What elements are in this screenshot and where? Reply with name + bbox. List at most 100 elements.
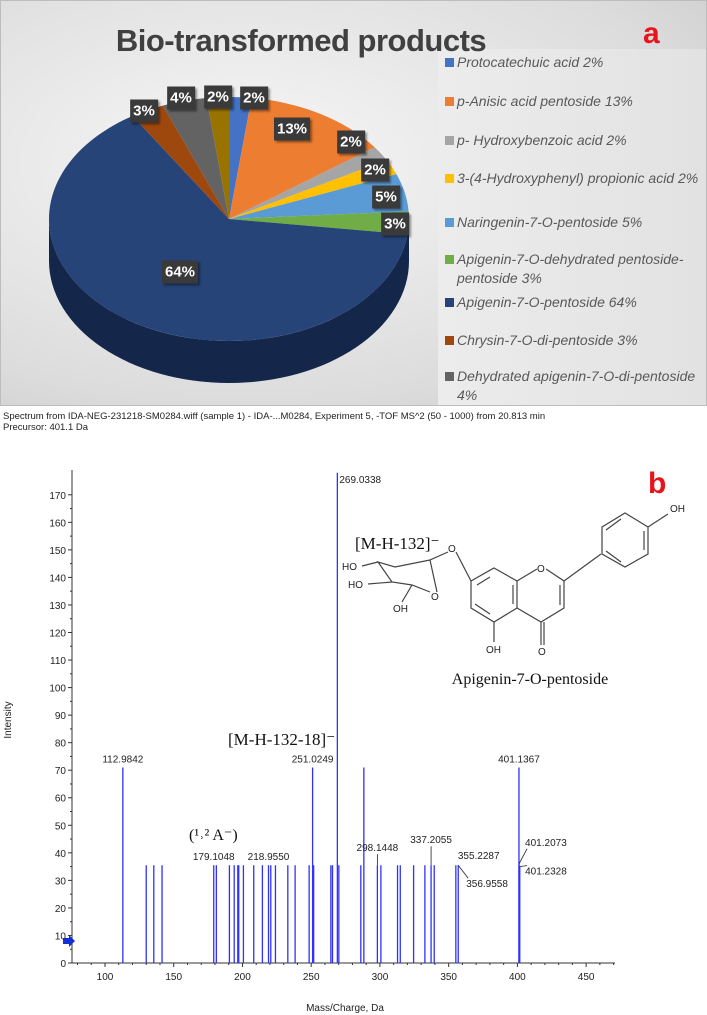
compound-name: Apigenin-7-O-pentoside: [452, 671, 608, 688]
label-leader-line: [519, 865, 528, 868]
x-tick-label: 150: [165, 972, 182, 983]
legend-swatch: [445, 218, 454, 227]
legend-swatch: [445, 372, 454, 381]
legend-label: Apigenin-7-O-pentoside 64%: [457, 294, 637, 310]
x-tick-label: 200: [234, 972, 251, 983]
x-tick-label: 250: [303, 972, 320, 983]
pie-slice: [229, 211, 409, 235]
y-tick-label: 30: [55, 876, 67, 887]
y-tick-label: 0: [60, 959, 66, 970]
pie-chart: [48, 97, 409, 383]
atom-o-ring: O: [537, 564, 545, 575]
pie-data-label: 13%: [273, 117, 311, 141]
peak-label: 337.2055: [410, 835, 452, 846]
y-tick-label: 140: [49, 573, 66, 584]
y-tick-label: 160: [49, 518, 66, 529]
legend-item: p- Hydroxybenzoic acid 2%: [445, 131, 705, 150]
chart-title: Bio-transformed products: [115, 23, 487, 58]
pie-slice: [132, 105, 229, 219]
peak-label: 269.0338: [339, 475, 381, 486]
pie-data-label: 4%: [167, 86, 195, 110]
y-tick-label: 130: [49, 601, 66, 612]
annotation-m-h-132: [M-H-132]⁻: [355, 534, 440, 553]
atom-o-carbonyl: O: [538, 647, 546, 658]
y-tick-label: 110: [50, 656, 66, 667]
peak-label: 356.9558: [466, 879, 508, 890]
legend-swatch: [445, 336, 454, 345]
pie-slice: [229, 160, 397, 219]
legend-swatch: [445, 298, 454, 307]
label-leader-line: [457, 864, 469, 879]
atom-oh-sugar: OH: [393, 604, 408, 615]
precursor-arrow-icon: [63, 934, 75, 947]
annotation-a-fragment: (¹˒² A⁻): [189, 827, 238, 844]
atom-oh-b-ring: OH: [670, 504, 685, 515]
legend-item: Chrysin-7-O-di-pentoside 3%: [445, 331, 705, 350]
y-tick-label: 40: [55, 849, 67, 860]
spectrum-title: Spectrum from IDA-NEG-231218-SM0284.wiff…: [3, 411, 546, 422]
precursor-text: Precursor: 401.1 Da: [3, 422, 89, 433]
peak-label: 251.0249: [292, 754, 334, 765]
pie-slice: [229, 97, 252, 219]
y-tick-label: 50: [55, 821, 67, 832]
legend-label: p- Hydroxybenzoic acid 2%: [457, 132, 627, 148]
atom-oh-5: OH: [486, 645, 501, 656]
panel-letter-a: a: [643, 17, 660, 50]
annotation-m-h-132-18: [M-H-132-18]⁻: [228, 730, 335, 749]
legend-item: 3-(4-Hydroxyphenyl) propionic acid 2%: [445, 169, 705, 188]
legend-swatch: [445, 174, 454, 183]
peak-label: 112.9842: [102, 754, 143, 765]
legend-label: p-Anisic acid pentoside 13%: [457, 93, 633, 109]
y-tick-label: 120: [49, 628, 66, 639]
spectrum-header: Spectrum from IDA-NEG-231218-SM0284.wiff…: [3, 411, 545, 433]
pie-data-label: 2%: [240, 86, 268, 110]
legend-swatch: [445, 97, 454, 106]
pie-slice: [48, 115, 408, 341]
peak-label: 401.1367: [498, 754, 540, 765]
pie-slice: [229, 147, 387, 219]
y-tick-label: 80: [55, 739, 67, 750]
legend-label: Dehydrated apigenin-7-O-di-pentoside 4%: [457, 368, 696, 403]
peak-label: 218.9550: [248, 852, 290, 863]
pie-data-label: 64%: [161, 260, 199, 284]
x-tick-label: 100: [97, 972, 114, 983]
legend-item: Apigenin-7-O-pentoside 64%: [445, 293, 705, 312]
y-tick-label: 70: [55, 766, 67, 777]
pie-chart-panel: Bio-transformed products a Protocatechui…: [0, 0, 707, 406]
peak-label: 355.2287: [458, 851, 500, 862]
peak-label: 401.2328: [525, 867, 567, 878]
pie-data-label: 2%: [361, 158, 389, 182]
legend-item: Dehydrated apigenin-7-O-di-pentoside 4%: [445, 367, 705, 405]
label-leader-line: [518, 848, 528, 865]
pie-data-label: 3%: [130, 99, 158, 123]
atom-ho-1: HO: [342, 562, 357, 573]
y-axis-label: Intensity: [3, 701, 14, 738]
pie-slice: [229, 97, 375, 219]
legend-swatch: [445, 255, 454, 264]
panel-letter-b: b: [648, 467, 667, 500]
x-tick-label: 350: [440, 972, 457, 983]
y-tick-label: 90: [55, 711, 67, 722]
legend-swatch: [445, 58, 454, 67]
atom-ho-2: HO: [348, 580, 363, 591]
legend-item: Protocatechuic acid 2%: [445, 53, 705, 72]
legend-label: Naringenin-7-O-pentoside 5%: [457, 214, 643, 230]
x-tick-label: 300: [372, 972, 389, 983]
pie-data-label: 5%: [372, 185, 400, 209]
pie-slice: [206, 97, 229, 219]
legend-swatch: [445, 136, 454, 145]
legend-label: Protocatechuic acid 2%: [457, 54, 604, 70]
atom-o-link: O: [448, 544, 456, 555]
y-tick-label: 20: [55, 904, 67, 915]
pie-side: [49, 219, 409, 383]
legend-label: Apigenin-7-O-dehydrated pentoside-pentos…: [457, 251, 684, 286]
x-tick-label: 400: [509, 972, 526, 983]
x-tick-label: 450: [578, 972, 595, 983]
y-tick-label: 100: [49, 684, 66, 695]
legend-item: Apigenin-7-O-dehydrated pentoside-pentos…: [445, 250, 705, 288]
y-tick-label: 170: [49, 491, 66, 502]
chemical-structure: [361, 512, 669, 645]
y-tick-label: 150: [49, 546, 66, 557]
peak-label: 179.1048: [193, 852, 235, 863]
